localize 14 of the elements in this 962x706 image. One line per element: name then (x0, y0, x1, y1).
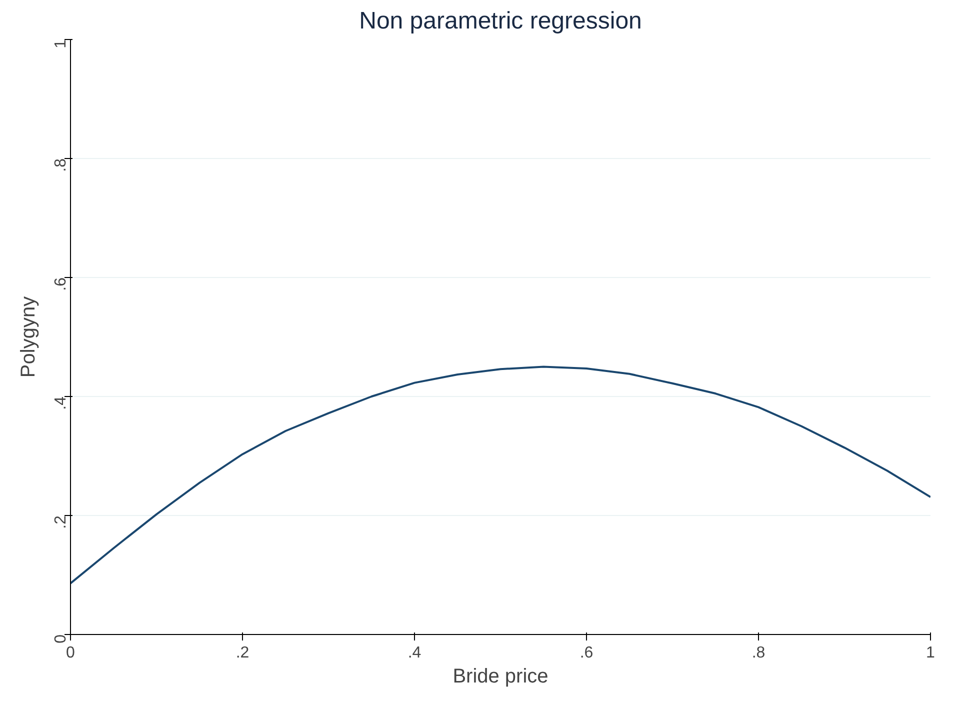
x-tick-label: .6 (580, 644, 594, 662)
x-tick-label: 1 (926, 644, 936, 662)
y-tick-label: .6 (52, 277, 70, 291)
x-tick-label: .4 (408, 644, 422, 662)
chart-title: Non parametric regression (359, 8, 642, 34)
x-tick-label: .2 (236, 644, 250, 662)
x-axis-title: Bride price (452, 666, 548, 688)
y-tick-label: 0 (52, 634, 70, 644)
y-tick-label: .4 (52, 396, 70, 410)
x-tick-label: .8 (752, 644, 766, 662)
y-axis-title: Polygyny (18, 296, 40, 378)
y-tick-label: .8 (52, 158, 70, 172)
y-tick-label: 1 (52, 39, 70, 48)
y-tick-label: .2 (52, 515, 70, 529)
